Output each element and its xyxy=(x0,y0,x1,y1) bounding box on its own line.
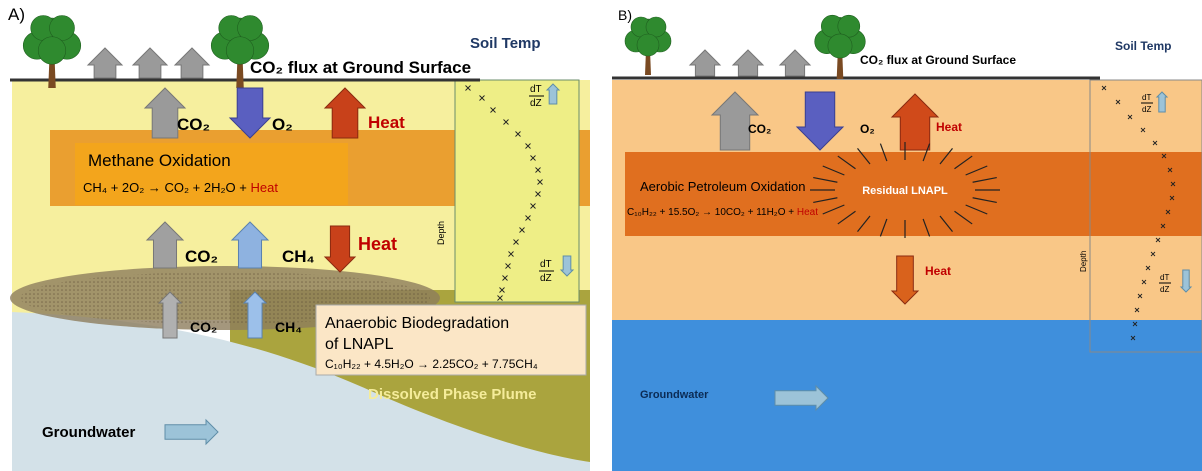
lnapl-label: Residual LNAPL xyxy=(862,185,948,197)
tree-crown xyxy=(637,34,659,56)
heat-label: Heat xyxy=(358,234,397,254)
gradient-num: dT xyxy=(1160,273,1169,282)
arrow xyxy=(88,48,122,78)
o2-label: O₂ xyxy=(272,115,293,134)
anaerobic-title: of LNAPL xyxy=(325,336,394,353)
tree-crown xyxy=(828,34,852,58)
equation: CH₄ + 2O₂ → CO₂ + 2H₂O + xyxy=(83,180,247,195)
gradient-num: dT xyxy=(1142,93,1151,102)
groundwater-label: Groundwater xyxy=(640,389,709,401)
co2-label: CO₂ xyxy=(748,122,771,136)
heat-label: Heat xyxy=(368,113,405,132)
methane-title: Methane Oxidation xyxy=(88,151,231,170)
flux-label: CO₂ flux at Ground Surface xyxy=(860,53,1016,67)
ch4-label: CH₄ xyxy=(282,247,315,266)
plume-label: Dissolved Phase Plume xyxy=(368,386,536,403)
depth-label: Depth xyxy=(1079,251,1088,272)
arrow xyxy=(690,50,720,76)
o2-label: O₂ xyxy=(860,122,875,136)
groundwater-label: Groundwater xyxy=(42,424,136,441)
panel-label: B) xyxy=(618,7,632,23)
soil-temp: Soil Temp xyxy=(1115,39,1171,53)
heat-label: Heat xyxy=(925,264,951,278)
gradient-den: dZ xyxy=(530,98,542,109)
arrow xyxy=(780,50,810,76)
depth-label: Depth xyxy=(436,221,446,245)
arrow xyxy=(175,48,209,78)
anaerobic-title: Anaerobic Biodegradation xyxy=(325,315,509,332)
oxidation-equation: C₁₀H₂₂ + 15.5O₂ → 10CO₂ + 11H₂O + Heat xyxy=(627,207,818,218)
anaerobic-equation: C₁₀H₂₂ + 4.5H₂O → 2.25CO₂ + 7.75CH₄ xyxy=(325,357,538,371)
equation-heat: Heat xyxy=(250,180,278,195)
oxidation-title: Aerobic Petroleum Oxidation xyxy=(640,179,805,194)
gradient-num: dT xyxy=(540,259,552,270)
co2-label: CO₂ xyxy=(185,247,218,266)
soil-temp: Soil Temp xyxy=(470,35,541,52)
methane-equation: CH₄ + 2O₂ → CO₂ + 2H₂O + Heat xyxy=(83,180,278,195)
ch4-label: CH₄ xyxy=(275,319,302,335)
gradient-den: dZ xyxy=(1160,285,1169,294)
temp-box xyxy=(455,80,579,302)
arrow xyxy=(733,50,763,76)
figure: A) CO₂ flux at Ground Surface Soil Temp … xyxy=(0,0,1202,471)
co2-label: CO₂ xyxy=(177,115,210,134)
heat-label: Heat xyxy=(936,120,962,134)
co2-label: CO₂ xyxy=(190,319,217,335)
layout xyxy=(10,15,1202,471)
arrow xyxy=(1157,92,1167,112)
equation-heat: Heat xyxy=(797,207,818,218)
flux-label: CO₂ flux at Ground Surface xyxy=(250,58,471,77)
arrow xyxy=(1181,270,1191,292)
equation: C₁₀H₂₂ + 15.5O₂ → 10CO₂ + 11H₂O + xyxy=(627,207,794,218)
gradient-den: dZ xyxy=(1142,105,1151,114)
panel-label: A) xyxy=(8,5,25,24)
gradient-den: dZ xyxy=(540,273,552,284)
gradient-num: dT xyxy=(530,84,542,95)
tree-crown xyxy=(38,37,66,65)
arrow xyxy=(133,48,167,78)
